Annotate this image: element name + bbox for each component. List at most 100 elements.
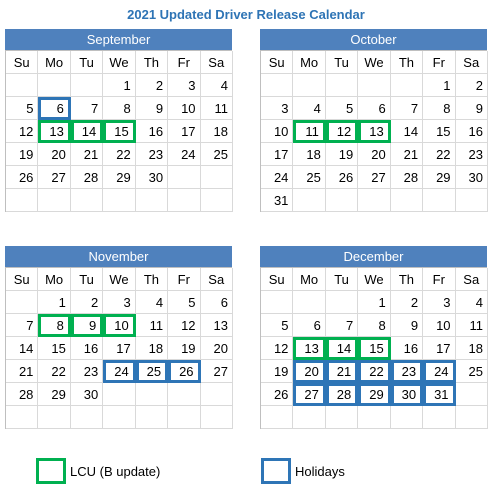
day-cell: 30: [455, 166, 488, 189]
empty-cell: [423, 406, 456, 429]
month-grid: Su Mo Tu We Th Fr Sa 1 2 3 4 5 6 7 8 9 10 11 12 13 14 15 16 17 1…: [260, 50, 488, 212]
day-cell: 27: [358, 166, 391, 189]
holiday-label: Holidays: [295, 463, 345, 479]
day-cell: 28: [390, 166, 424, 189]
day-cell: 5: [325, 97, 359, 120]
empty-cell: [135, 189, 169, 212]
day-cell: 5: [168, 291, 201, 314]
weekday-header: Th: [135, 268, 169, 291]
day-cell: 11: [200, 97, 233, 120]
day-cell: 10: [168, 97, 201, 120]
day-cell: 1: [38, 291, 71, 314]
month-header: November: [5, 246, 232, 267]
day-cell: 20: [358, 143, 391, 166]
day-cell: 29: [103, 166, 136, 189]
day-cell: 2: [390, 291, 424, 314]
day-cell: 8: [38, 314, 71, 337]
weekday-header: Th: [390, 268, 424, 291]
weekday-header: Su: [261, 51, 294, 74]
day-cell: 8: [423, 97, 456, 120]
day-cell: 12: [168, 314, 201, 337]
month-october: October Su Mo Tu We Th Fr Sa 1 2 3 4 5 6 7 8 9 10 11 12 13 14…: [260, 29, 488, 212]
day-cell: 12: [261, 337, 294, 360]
day-cell: 18: [455, 337, 488, 360]
weekday-header: We: [358, 51, 391, 74]
day-cell: 10: [103, 314, 136, 337]
day-cell: 28: [325, 383, 359, 406]
day-cell: 31: [261, 189, 294, 212]
day-cell: 26: [6, 166, 39, 189]
empty-cell: [325, 291, 359, 314]
day-cell: 17: [261, 143, 294, 166]
day-cell: 4: [455, 291, 488, 314]
day-cell: 22: [423, 143, 456, 166]
empty-cell: [103, 406, 136, 429]
empty-cell: [358, 74, 391, 97]
day-cell: 22: [38, 360, 71, 383]
month-header: October: [260, 29, 487, 50]
day-cell: 25: [455, 360, 488, 383]
month-december: December Su Mo Tu We Th Fr Sa 1 2 3 4 5 6 7 8 9 10 11 12 13 1…: [260, 246, 488, 429]
day-cell: 6: [293, 314, 326, 337]
day-cell: 9: [455, 97, 488, 120]
day-cell: 30: [70, 383, 104, 406]
weekday-header: Mo: [38, 268, 71, 291]
day-cell: 19: [6, 143, 39, 166]
day-cell: 8: [358, 314, 391, 337]
day-cell: 17: [423, 337, 456, 360]
day-cell: 18: [293, 143, 326, 166]
lcu-label: LCU (B update): [70, 463, 161, 479]
day-cell: 13: [293, 337, 326, 360]
weekday-header: We: [103, 268, 136, 291]
day-cell: 17: [103, 337, 136, 360]
day-cell: 24: [261, 166, 294, 189]
day-cell: 27: [200, 360, 233, 383]
day-cell: 25: [293, 166, 326, 189]
day-cell: 6: [38, 97, 71, 120]
day-cell: 14: [6, 337, 39, 360]
day-cell: 9: [135, 97, 169, 120]
day-cell: 23: [70, 360, 104, 383]
day-cell: 12: [6, 120, 39, 143]
day-cell: 16: [390, 337, 424, 360]
weekday-header: Mo: [38, 51, 71, 74]
day-cell: 20: [200, 337, 233, 360]
empty-cell: [6, 189, 39, 212]
holiday-swatch: [261, 458, 291, 484]
empty-cell: [325, 406, 359, 429]
day-cell: 17: [168, 120, 201, 143]
empty-cell: [423, 189, 456, 212]
empty-cell: [293, 291, 326, 314]
day-cell: 24: [168, 143, 201, 166]
empty-cell: [200, 406, 233, 429]
weekday-header: Tu: [70, 268, 104, 291]
weekday-header: Fr: [423, 268, 456, 291]
day-cell: 14: [70, 120, 104, 143]
day-cell: 5: [6, 97, 39, 120]
weekday-header: Th: [390, 51, 424, 74]
empty-cell: [455, 406, 488, 429]
day-cell: 20: [293, 360, 326, 383]
lcu-swatch: [36, 458, 66, 484]
empty-cell: [200, 166, 233, 189]
day-cell: 6: [200, 291, 233, 314]
day-cell: 26: [261, 383, 294, 406]
day-cell: 27: [293, 383, 326, 406]
day-cell: 28: [6, 383, 39, 406]
day-cell: 2: [455, 74, 488, 97]
day-cell: 1: [103, 74, 136, 97]
empty-cell: [261, 291, 294, 314]
day-cell: 14: [390, 120, 424, 143]
day-cell: 19: [261, 360, 294, 383]
day-cell: 3: [168, 74, 201, 97]
day-cell: 7: [390, 97, 424, 120]
day-cell: 13: [358, 120, 391, 143]
empty-cell: [200, 383, 233, 406]
weekday-header: We: [358, 268, 391, 291]
day-cell: 25: [135, 360, 169, 383]
month-header: December: [260, 246, 487, 267]
day-cell: 23: [455, 143, 488, 166]
day-cell: 15: [423, 120, 456, 143]
day-cell: 8: [103, 97, 136, 120]
day-cell: 4: [135, 291, 169, 314]
